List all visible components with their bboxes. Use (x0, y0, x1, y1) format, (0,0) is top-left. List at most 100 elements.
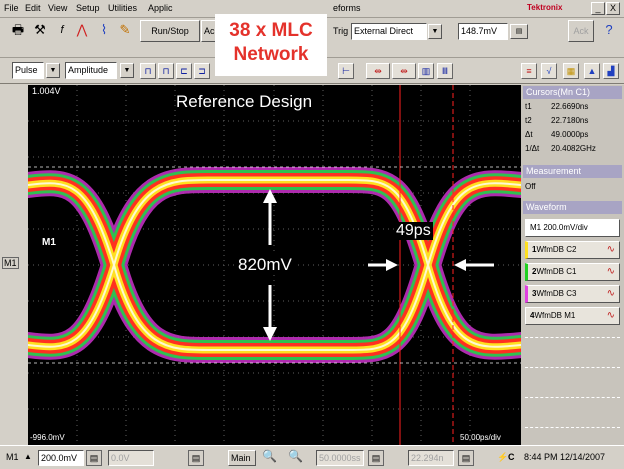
jitter-label: 49ps (394, 222, 433, 240)
panel-divider-1 (525, 337, 620, 338)
cursor-t2-value: 22.7180ns (551, 116, 589, 125)
waveform-item-4-label: WfmDB M1 (534, 311, 576, 320)
tektronix-logo: Tektronix (527, 3, 563, 12)
histogram-icon[interactable]: ▥ (418, 63, 434, 79)
help-button[interactable]: Ack (568, 20, 594, 42)
rise-icon[interactable]: ⊏ (176, 63, 192, 79)
cursor-t1-label: t1 (525, 102, 532, 111)
trigger-state: C (508, 452, 515, 462)
waveform-item-2-label: WfmDB C1 (536, 267, 577, 276)
measure-mode-dropdown-icon[interactable]: ▼ (46, 63, 60, 78)
menu-lines-icon[interactable]: ≡ (521, 63, 537, 79)
waveform-item-2[interactable]: 2WfmDB C1 ∿ (525, 263, 620, 281)
main-timebase-button[interactable]: Main (228, 450, 256, 466)
waveform-1-icon: ∿ (606, 244, 615, 255)
zoom-in-icon[interactable]: 🔍 (262, 449, 277, 463)
scale-stepper-icon[interactable]: ▤ (86, 450, 102, 466)
pen-icon[interactable]: ✎ (119, 22, 131, 37)
cursors-readout (523, 100, 622, 158)
offset-stepper-icon[interactable]: ▤ (188, 450, 204, 466)
eye-diagram (28, 85, 521, 445)
cursor-t2-label: t2 (525, 116, 532, 125)
measure-mode-select[interactable]: Pulse (12, 62, 44, 79)
menu-file[interactable]: File (4, 3, 19, 13)
waveform-item-4-num: 4 (530, 311, 535, 320)
eye-traces (28, 167, 521, 363)
waveform-2-icon: ∿ (606, 266, 615, 277)
waveform-scale[interactable]: M1 200.0mV/div (525, 219, 620, 237)
vertical-scale-field[interactable]: 200.0mV (38, 450, 84, 466)
minimize-button[interactable]: _ (591, 2, 605, 15)
trigger-source-dropdown-icon[interactable]: ▼ (428, 24, 442, 39)
pulse-train-icon[interactable]: ⊓ (158, 63, 174, 79)
overlay-line2: Network (233, 44, 309, 65)
waveform-item-4[interactable]: 4WfmDB M1 ∿ (525, 307, 620, 325)
trigger-status-icon: ⚡ (497, 452, 509, 462)
waveform-item-3[interactable]: 3WfmDB C3 ∿ (525, 285, 620, 303)
trigger-level-stepper[interactable]: ▤ (510, 24, 528, 39)
waveform-item-1-label: WfmDB C2 (536, 245, 577, 254)
trig-label: Trig (333, 26, 349, 36)
horizontal-position-field[interactable]: 50.0000ss (316, 450, 364, 466)
waveform-item-1-num: 1 (532, 245, 537, 254)
waveform-item-1[interactable]: 1WfmDB C2 ∿ (525, 241, 620, 259)
measure-type-dropdown-icon[interactable]: ▼ (120, 63, 134, 78)
jitter-arrows (368, 259, 494, 271)
side-panel: Cursors(Mn C1) t1 22.6690ns t2 22.7180ns… (521, 85, 624, 445)
waveform-header[interactable]: Waveform (523, 201, 622, 214)
menu-utilities[interactable]: Utilities (108, 3, 138, 13)
measure-type-select[interactable]: Amplitude (65, 62, 117, 79)
stats-icon[interactable]: Ⅲ (437, 63, 453, 79)
m1-position-marker[interactable]: M1 (2, 257, 19, 269)
zoom-out-icon[interactable]: 🔍 (288, 449, 303, 463)
channel-up-icon[interactable]: ▲ (24, 452, 32, 461)
print-icon[interactable]: 🖶 (11, 22, 25, 37)
status-channel[interactable]: M1 (6, 452, 19, 462)
phase-icon[interactable]: ⇹ (392, 63, 416, 79)
pulse-measure-icon[interactable]: ⊓ (140, 63, 156, 79)
waveform-4-icon: ∿ (606, 310, 615, 321)
top-reference-label: 1.004V (32, 86, 61, 96)
menu-setup[interactable]: Setup (76, 3, 100, 13)
scope-title: Reference Design (176, 92, 313, 111)
delay-icon[interactable]: ⇹ (366, 63, 390, 79)
trigger-source-select[interactable]: External Direct (351, 23, 427, 40)
offset-field[interactable]: 0.0V (108, 450, 154, 466)
cursor-t1-value: 22.6690ns (551, 102, 589, 111)
help-icon[interactable]: ? (605, 22, 613, 37)
trigger-position-field[interactable]: 22.294n (408, 450, 454, 466)
left-gutter: M1 (0, 85, 28, 445)
measurement-header[interactable]: Measurement (523, 165, 622, 178)
measure-icon-4[interactable]: ⊐ (194, 63, 210, 79)
amplitude-label: 820mV (236, 255, 294, 275)
triangle-icon[interactable]: ▲ (584, 63, 600, 79)
trigger-level-field[interactable]: 148.7mV (458, 23, 508, 40)
close-button[interactable]: X (606, 2, 620, 15)
overlay-annotation: 38 x MLC Network (215, 14, 327, 76)
cursor-freq-value: 20.4082GHz (551, 144, 596, 153)
timebase-label: 50.00ps/div (460, 433, 501, 442)
position-stepper-icon[interactable]: ▤ (368, 450, 384, 466)
color-grade-icon[interactable]: ▦ (563, 63, 579, 79)
datetime: 8:44 PM 12/14/2007 (524, 452, 606, 462)
wave-view-icon[interactable]: √ (541, 63, 557, 79)
run-stop-button[interactable]: Run/Stop (140, 20, 200, 42)
fill-icon[interactable]: ▟ (603, 63, 619, 79)
cursor-icon[interactable]: ⌇ (100, 22, 108, 37)
measurement-state: Off (525, 182, 536, 191)
waveform-item-3-num: 3 (532, 289, 537, 298)
menu-view[interactable]: View (48, 3, 68, 13)
panel-divider-3 (525, 397, 620, 398)
menu-waveforms[interactable]: eforms (333, 3, 361, 13)
cursors-header[interactable]: Cursors(Mn C1) (523, 86, 622, 99)
waveform-icon[interactable]: ⋀ (76, 22, 88, 37)
menu-edit[interactable]: Edit (25, 3, 41, 13)
scope-display[interactable]: 1.004V Reference Design M1 820mV 49ps -9… (28, 85, 521, 445)
trigger-stepper-icon[interactable]: ▤ (458, 450, 474, 466)
tools-icon[interactable]: ⚒ (34, 22, 46, 37)
cursor-delta-value: 49.0000ps (551, 130, 589, 139)
menu-applications[interactable]: Applic (148, 3, 173, 13)
edge-icon[interactable]: ⊢ (338, 63, 354, 79)
function-icon[interactable]: f (60, 24, 64, 36)
panel-divider-2 (525, 367, 620, 368)
